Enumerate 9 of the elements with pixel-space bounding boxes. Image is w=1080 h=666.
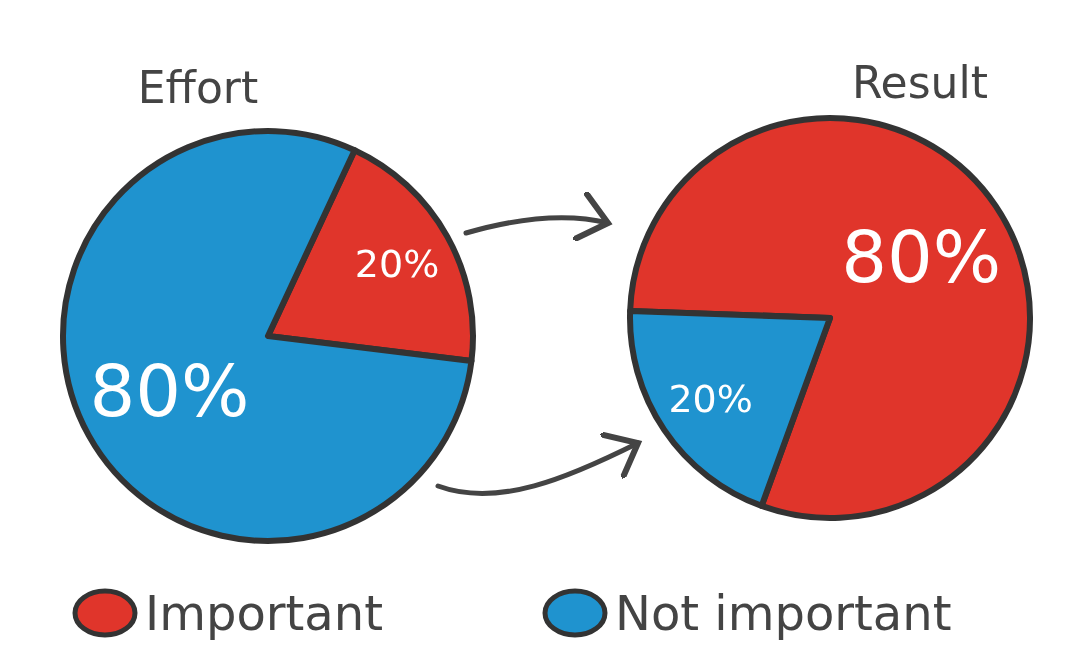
chart-title: Effort [137,62,259,113]
data-label: 80% [841,214,1002,299]
data-label: 20% [668,376,753,421]
chart-title: Result [852,57,988,108]
legend-label: Not important [615,585,952,641]
data-label: 20% [354,242,440,287]
legend-label: Important [145,585,383,641]
data-label: 80% [89,348,250,433]
pie-slice [627,115,1033,521]
